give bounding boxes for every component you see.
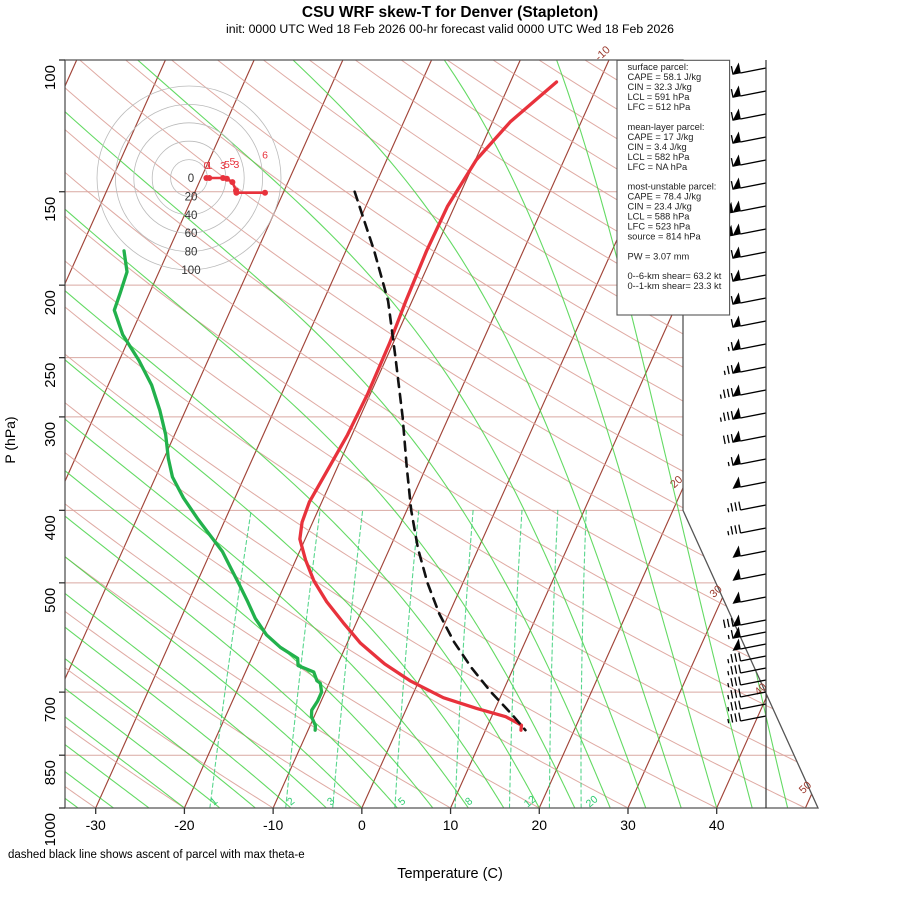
svg-text:CIN = 23.4 J/kg: CIN = 23.4 J/kg (628, 202, 692, 212)
svg-text:mean-layer parcel:: mean-layer parcel: (628, 122, 705, 132)
svg-text:150: 150 (42, 197, 59, 222)
svg-text:LFC = 523 hPa: LFC = 523 hPa (628, 222, 692, 232)
svg-text:10: 10 (443, 817, 459, 833)
svg-text:most-unstable parcel:: most-unstable parcel: (628, 182, 717, 192)
svg-text:LCL = 582 hPa: LCL = 582 hPa (628, 152, 691, 162)
svg-text:init: 0000 UTC Wed 18 Feb 2026: init: 0000 UTC Wed 18 Feb 2026 00-hr for… (226, 22, 674, 36)
svg-text:300: 300 (42, 422, 59, 447)
svg-text:0: 0 (358, 817, 366, 833)
svg-text:Temperature (C): Temperature (C) (397, 866, 503, 882)
svg-text:700: 700 (42, 697, 59, 722)
svg-text:PW = 3.07 mm: PW = 3.07 mm (628, 251, 690, 261)
svg-text:400: 400 (42, 515, 59, 540)
svg-text:100: 100 (181, 265, 200, 277)
svg-text:0--6-km shear= 63.2 kt: 0--6-km shear= 63.2 kt (628, 271, 722, 281)
svg-text:1: 1 (206, 160, 212, 172)
svg-text:CAPE = 17 J/kg: CAPE = 17 J/kg (628, 132, 694, 142)
svg-text:-20: -20 (174, 817, 194, 833)
svg-text:CSU WRF skew-T for Denver (Sta: CSU WRF skew-T for Denver (Stapleton) (302, 4, 598, 21)
svg-text:CIN = 32.3 J/kg: CIN = 32.3 J/kg (628, 82, 692, 92)
svg-text:20: 20 (531, 817, 547, 833)
svg-text:30: 30 (620, 817, 636, 833)
svg-text:500: 500 (42, 588, 59, 613)
svg-text:CIN = 3.4 J/kg: CIN = 3.4 J/kg (628, 142, 687, 152)
svg-text:LCL = 588 hPa: LCL = 588 hPa (628, 212, 691, 222)
svg-text:60: 60 (185, 228, 198, 240)
svg-text:surface parcel:: surface parcel: (628, 62, 689, 72)
svg-text:0: 0 (188, 173, 194, 185)
svg-text:200: 200 (42, 290, 59, 315)
svg-text:P (hPa): P (hPa) (2, 416, 18, 463)
svg-text:source = 814 hPa: source = 814 hPa (628, 232, 702, 242)
svg-text:40: 40 (709, 817, 725, 833)
svg-text:80: 80 (185, 247, 198, 259)
svg-text:0--1-km shear= 23.3 kt: 0--1-km shear= 23.3 kt (628, 281, 722, 291)
svg-text:1000: 1000 (42, 813, 59, 846)
svg-text:3: 3 (233, 159, 239, 171)
svg-text:850: 850 (42, 760, 59, 785)
svg-text:dashed black line shows ascent: dashed black line shows ascent of parcel… (8, 849, 305, 861)
svg-text:LCL = 591 hPa: LCL = 591 hPa (628, 92, 691, 102)
svg-text:20: 20 (185, 191, 198, 203)
svg-text:40: 40 (185, 210, 198, 222)
svg-text:6: 6 (262, 149, 268, 161)
svg-text:250: 250 (42, 363, 59, 388)
svg-text:LFC = NA hPa: LFC = NA hPa (628, 162, 689, 172)
svg-text:CAPE = 58.1 J/kg: CAPE = 58.1 J/kg (628, 72, 702, 82)
svg-text:-30: -30 (86, 817, 106, 833)
svg-text:100: 100 (42, 65, 59, 90)
svg-text:-10: -10 (263, 817, 283, 833)
svg-text:CAPE = 78.4 J/kg: CAPE = 78.4 J/kg (628, 192, 702, 202)
svg-text:LFC = 512 hPa: LFC = 512 hPa (628, 102, 692, 112)
